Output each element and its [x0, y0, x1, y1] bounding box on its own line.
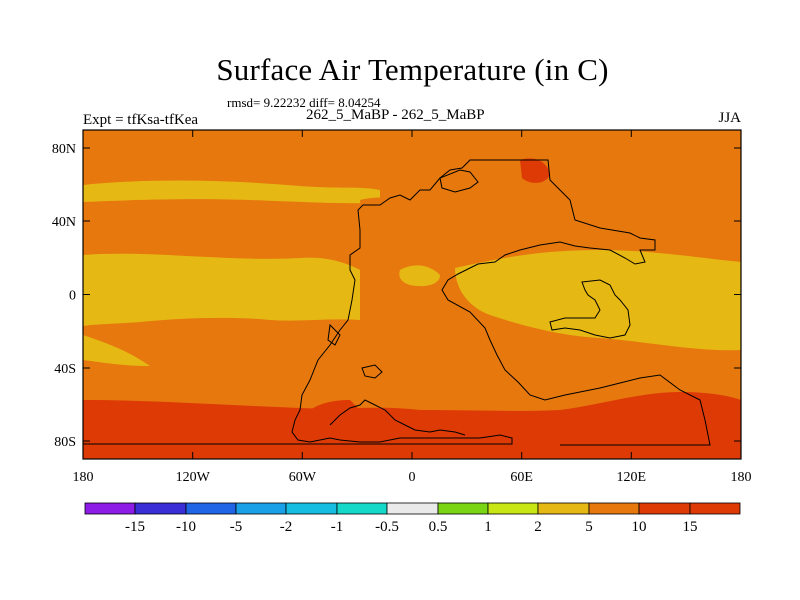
colorbar-swatch	[689, 502, 741, 515]
lat-tick-label: 0	[69, 289, 76, 304]
lon-tick-label: 120W	[176, 470, 211, 485]
southern-ocean-band	[83, 392, 741, 459]
colorbar-swatch	[638, 502, 691, 515]
colorbar-swatch	[134, 502, 187, 515]
colorbar-label: 2	[534, 519, 542, 535]
lon-tick-label: 60E	[510, 470, 533, 485]
temperature-field	[83, 130, 741, 459]
colorbar-swatch	[487, 502, 539, 515]
north-band	[83, 180, 380, 204]
colorbar-swatch	[386, 502, 439, 515]
lon-tick-label: 60W	[289, 470, 317, 485]
colorbar-swatch	[235, 502, 287, 515]
colorbar-swatch	[588, 502, 640, 515]
africa-tropics-patch	[399, 265, 440, 287]
lon-tick-label: 0	[409, 470, 416, 485]
stats-label: rmsd= 9.22232 diff= 8.04254	[227, 95, 381, 110]
southwest-pacific-band	[83, 335, 150, 366]
colorbar: -15 -10 -5 -2 -1 -0.5 0.5 1 2 5 10 15	[84, 502, 741, 535]
colorbar-label: 15	[683, 519, 698, 535]
coastline-australia	[549, 279, 631, 339]
colorbar-swatch	[437, 502, 489, 515]
lat-tick-label: 80N	[52, 142, 76, 157]
lat-tick-label: 40S	[54, 362, 76, 377]
colorbar-label: 1	[484, 519, 492, 535]
asia-tropics-band	[455, 250, 741, 351]
colorbar-swatch	[336, 502, 388, 515]
season-label: JJA	[718, 110, 741, 126]
colorbar-label: -5	[230, 519, 243, 535]
colorbar-label: -0.5	[375, 519, 399, 535]
lon-tick-labels: 180 120W 60W 0 60E 120E 180	[73, 470, 752, 485]
colorbar-label: 0.5	[429, 519, 448, 535]
lon-tick-label: 120E	[617, 470, 647, 485]
coastline-americas	[83, 230, 513, 445]
colorbar-label: -10	[176, 519, 196, 535]
lon-tick-label: 180	[731, 470, 752, 485]
lat-tick-marks	[83, 147, 741, 442]
colorbar-swatch	[185, 502, 237, 515]
lat-tick-label: 80S	[54, 435, 76, 450]
colorbar-label: -2	[280, 519, 293, 535]
sahara-patch	[360, 197, 444, 249]
coastlines	[83, 159, 711, 446]
experiment-label: Expt = tfKsa-tfKea	[83, 112, 199, 128]
colorbar-label: -1	[331, 519, 344, 535]
colorbar-swatch	[84, 502, 136, 515]
coastline-main	[357, 159, 711, 446]
colorbar-swatch	[537, 502, 590, 515]
colorbar-label: 5	[585, 519, 593, 535]
lon-tick-label: 180	[73, 470, 94, 485]
lon-tick-marks	[82, 130, 742, 459]
colorbar-label: -15	[125, 519, 145, 535]
lat-tick-label: 40N	[52, 215, 76, 230]
tropical-band	[83, 253, 360, 326]
coastline-central-america	[327, 323, 341, 346]
colorbar-swatch	[285, 502, 338, 515]
plot-title: Surface Air Temperature (in C)	[216, 52, 609, 87]
coastline-antarctic-west	[329, 399, 466, 436]
colorbar-label: 10	[632, 519, 647, 535]
coastline-south-island	[361, 364, 383, 379]
case-label: 262_5_MaBP - 262_5_MaBP	[306, 107, 485, 123]
arctic-patch	[520, 158, 550, 183]
lat-tick-labels: 80N 40N 0 40S 80S	[52, 142, 76, 450]
patagonia-patch	[300, 400, 360, 438]
coastline-north-island	[439, 169, 479, 193]
